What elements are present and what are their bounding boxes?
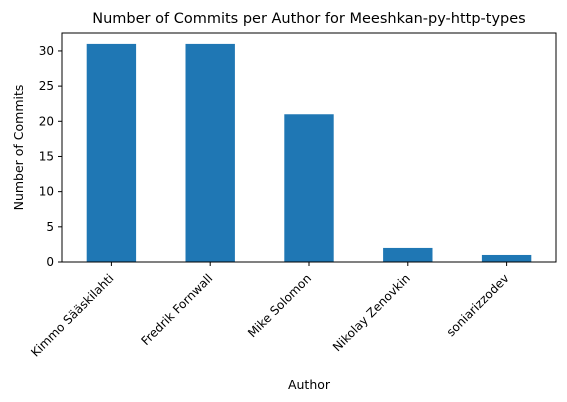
- y-tick-label: 25: [39, 79, 54, 93]
- bar: [185, 43, 235, 263]
- bar: [86, 43, 137, 263]
- y-tick-label: 30: [39, 44, 54, 58]
- bar: [284, 114, 334, 263]
- y-axis-label: Number of Commits: [11, 85, 26, 211]
- y-tick-label: 0: [46, 255, 54, 269]
- y-tick-label: 5: [46, 220, 54, 234]
- y-tick-label: 15: [39, 149, 54, 163]
- y-axis-ticks: 0 5 10 15 20 25 30: [39, 44, 62, 269]
- x-axis-label: Author: [288, 377, 331, 392]
- y-tick-label: 10: [39, 185, 54, 199]
- plot-frame: [61, 32, 557, 263]
- y-tick-label: 20: [39, 114, 54, 128]
- bar: [383, 247, 433, 262]
- chart-title: Number of Commits per Author for Meeshka…: [92, 11, 526, 27]
- bars-group: [86, 43, 532, 263]
- bar: [481, 254, 532, 262]
